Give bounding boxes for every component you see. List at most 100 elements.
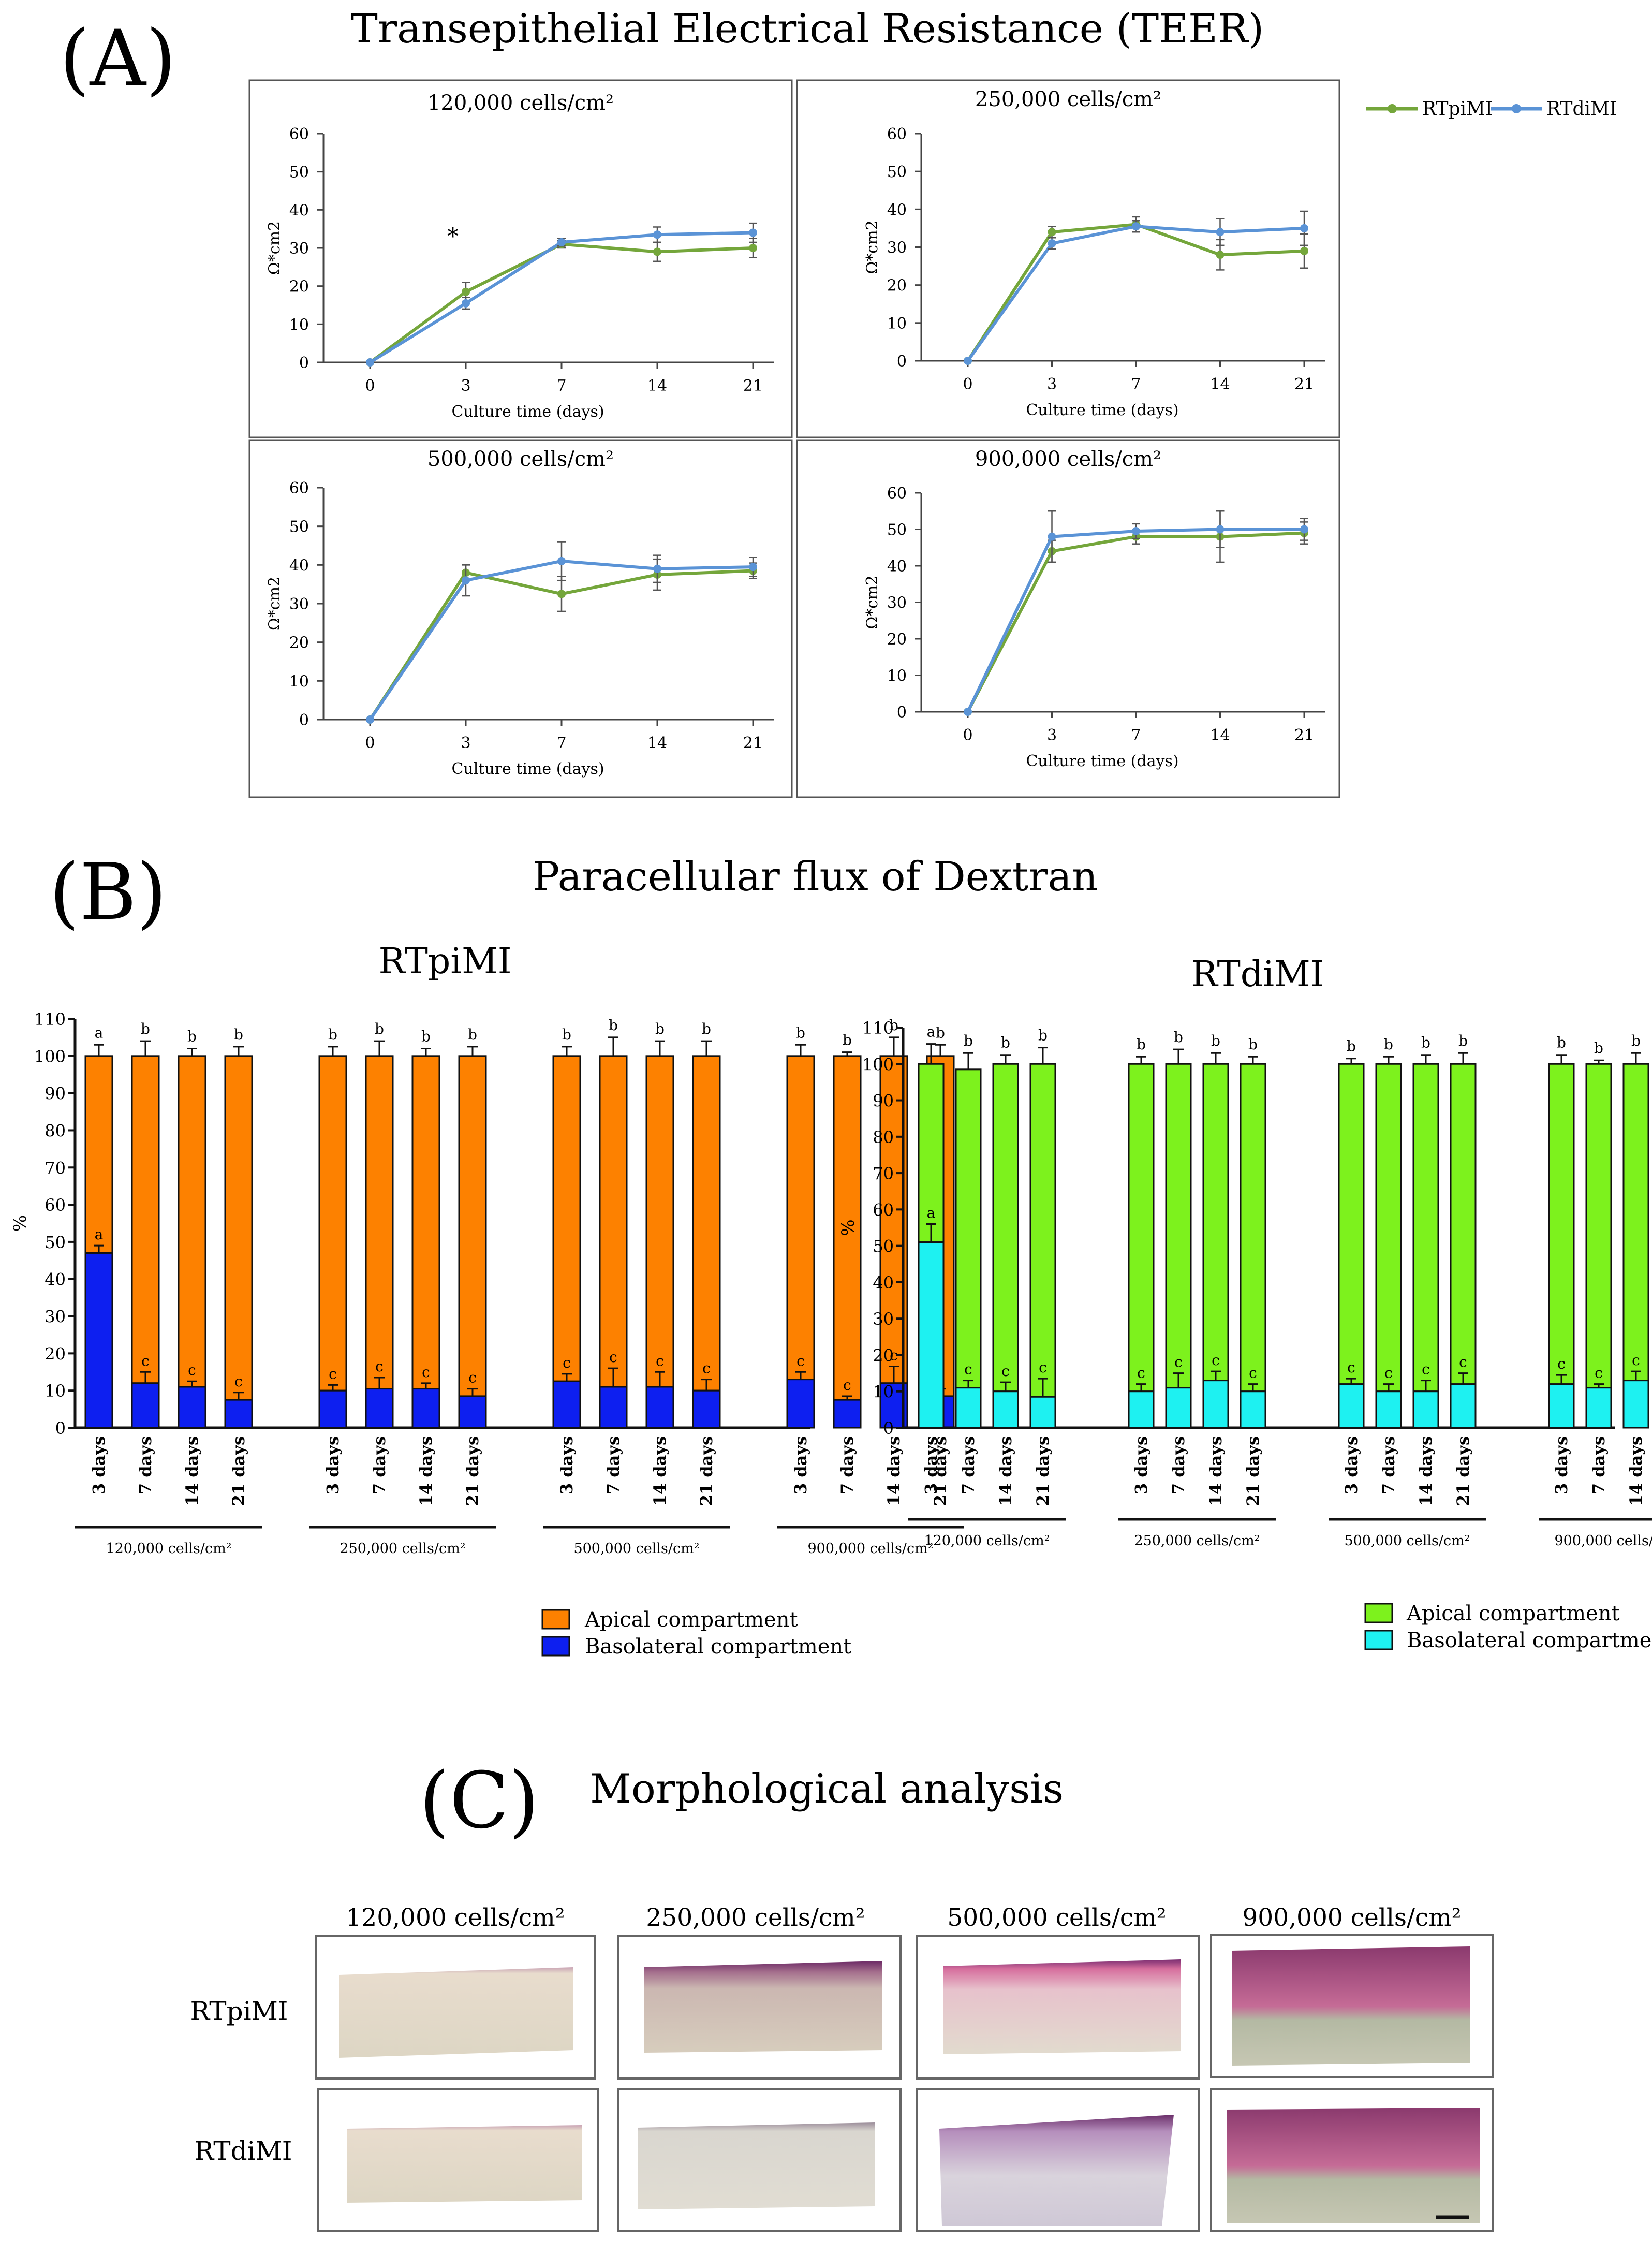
significance-letter-apical: b xyxy=(1174,1029,1183,1046)
significance-letter-apical: b xyxy=(562,1026,571,1043)
x-category-label: 7 days xyxy=(958,1436,978,1495)
significance-letter-basolateral: c xyxy=(563,1354,571,1371)
y-tick-label: 30 xyxy=(45,1307,66,1327)
group-label: 250,000 cells/cm² xyxy=(1134,1533,1260,1549)
bar-apical xyxy=(1548,1063,1575,1385)
x-category-label: 14 days xyxy=(1626,1436,1646,1506)
x-axis-label: Culture time (days) xyxy=(451,760,604,778)
y-tick-label: 20 xyxy=(887,277,907,295)
bar-apical xyxy=(1165,1063,1192,1389)
data-point-rtpimi xyxy=(557,590,566,598)
significance-letter-apical: b xyxy=(187,1028,197,1045)
bar-apical xyxy=(1585,1063,1612,1389)
data-point-rtpimi xyxy=(462,287,470,296)
x-category-label: 21 days xyxy=(463,1436,482,1506)
teer-chart-120k: 120,000 cells/cm² 0 10 20 30 40 50 60 0 3 7 14 21 Cul… xyxy=(248,79,793,438)
data-point-rtdimi xyxy=(653,564,661,573)
y-tick-label: 40 xyxy=(887,558,907,576)
micrograph-tissue-rtdimi-900k xyxy=(1227,2108,1480,2223)
significance-letter-basolateral: a xyxy=(95,1226,104,1243)
panel-c-label: (C) xyxy=(419,1756,539,1846)
x-category-label: 21 days xyxy=(697,1436,716,1506)
data-point-rtdimi xyxy=(462,299,470,307)
panel-a-title: Transepithelial Electrical Resistance (T… xyxy=(351,6,1264,52)
bar-basolateral xyxy=(1202,1380,1229,1429)
significance-letter-basolateral: c xyxy=(422,1364,430,1381)
data-point-rtdimi xyxy=(1300,525,1308,534)
y-axis-label: % xyxy=(10,1215,31,1232)
data-point-rtdimi xyxy=(1216,228,1225,237)
y-tick-label: 100 xyxy=(862,1055,894,1074)
significance-letter-apical: b xyxy=(609,1017,618,1034)
x-category-label: 21 days xyxy=(931,1436,950,1506)
significance-letter-basolateral: c xyxy=(1137,1365,1145,1382)
x-category-label: 14 days xyxy=(416,1436,436,1506)
significance-letter-apical: b xyxy=(843,1032,852,1049)
chart-frame xyxy=(796,79,1340,438)
significance-annotation: * xyxy=(447,224,459,250)
data-point-rtdimi xyxy=(1132,222,1140,231)
bar-apical xyxy=(1450,1063,1477,1385)
data-point-rtdimi xyxy=(749,563,757,572)
x-tick-label: 21 xyxy=(743,734,763,752)
y-tick-label: 110 xyxy=(34,1009,66,1029)
significance-letter-apical: b xyxy=(1248,1036,1258,1053)
bar-basolateral xyxy=(365,1388,394,1429)
column-header-250k: 250,000 cells/cm² xyxy=(646,1903,865,1932)
group-label: 500,000 cells/cm² xyxy=(1344,1533,1470,1549)
significance-letter-basolateral: c xyxy=(1632,1352,1640,1369)
y-tick-label: 110 xyxy=(862,1018,894,1038)
x-category-label: 7 days xyxy=(1379,1436,1398,1495)
x-category-label: 3 days xyxy=(1341,1436,1361,1495)
bar-apical xyxy=(1240,1063,1266,1393)
y-tick-label: 10 xyxy=(873,1382,894,1402)
y-tick-label: 90 xyxy=(873,1091,894,1111)
x-tick-label: 7 xyxy=(556,734,566,752)
significance-letter-basolateral: c xyxy=(1001,1363,1010,1380)
data-point-rtdimi xyxy=(1132,527,1140,536)
bar-basolateral xyxy=(955,1387,982,1429)
x-tick-label: 0 xyxy=(963,726,972,744)
bar-basolateral xyxy=(84,1252,113,1429)
x-tick-label: 0 xyxy=(365,377,375,395)
flux-chart-rtdimi: RTdiMI 0 10 20 30 40 50 60 70 80 90 100 110% a a 3 days… xyxy=(838,954,1652,1549)
group-label: 900,000 cells/cm² xyxy=(807,1541,933,1557)
significance-letter-basolateral: a xyxy=(927,1204,936,1221)
data-point-rtdimi xyxy=(1300,224,1308,232)
y-tick-label: 30 xyxy=(887,239,907,257)
chart-title: 250,000 cells/cm² xyxy=(975,87,1161,111)
significance-letter-basolateral: c xyxy=(188,1361,196,1379)
x-category-label: 14 days xyxy=(182,1436,202,1506)
x-category-label: 7 days xyxy=(1589,1436,1609,1495)
y-tick-label: 40 xyxy=(289,557,309,575)
x-category-label: 7 days xyxy=(837,1436,857,1495)
y-tick-label: 80 xyxy=(45,1121,66,1140)
y-tick-label: 10 xyxy=(887,667,907,685)
significance-letter-basolateral: c xyxy=(1557,1355,1566,1372)
y-axis-label: Ω*cm2 xyxy=(863,220,881,274)
significance-letter-basolateral: c xyxy=(1384,1365,1393,1382)
x-tick-label: 0 xyxy=(365,734,375,752)
bar-apical xyxy=(692,1055,721,1392)
data-point-rtdimi xyxy=(1048,239,1056,248)
micrograph-tissue-rtpimi-500k xyxy=(943,1959,1181,2054)
chart-frame xyxy=(248,79,793,438)
data-point-rtdimi xyxy=(964,357,972,365)
x-category-label: 3 days xyxy=(1552,1436,1571,1495)
x-axis-label: Culture time (days) xyxy=(451,403,604,421)
panel-c-title: Morphological analysis xyxy=(590,1766,1064,1812)
significance-letter-basolateral: c xyxy=(329,1365,337,1382)
significance-letter-apical: b xyxy=(375,1020,384,1037)
significance-letter-apical: b xyxy=(1384,1036,1393,1053)
x-category-label: 14 days xyxy=(1206,1436,1226,1506)
x-category-label: 3 days xyxy=(1131,1436,1151,1495)
x-tick-label: 14 xyxy=(647,734,667,752)
y-tick-label: 0 xyxy=(299,354,309,372)
legend-label-apical: Apical compartment xyxy=(1406,1602,1620,1626)
y-tick-label: 30 xyxy=(289,595,309,613)
significance-letter-basolateral: c xyxy=(964,1361,972,1378)
y-tick-label: 10 xyxy=(887,315,907,333)
data-point-rtpimi xyxy=(749,244,757,252)
significance-letter-basolateral: c xyxy=(1249,1365,1257,1382)
bar-basolateral xyxy=(833,1399,862,1429)
